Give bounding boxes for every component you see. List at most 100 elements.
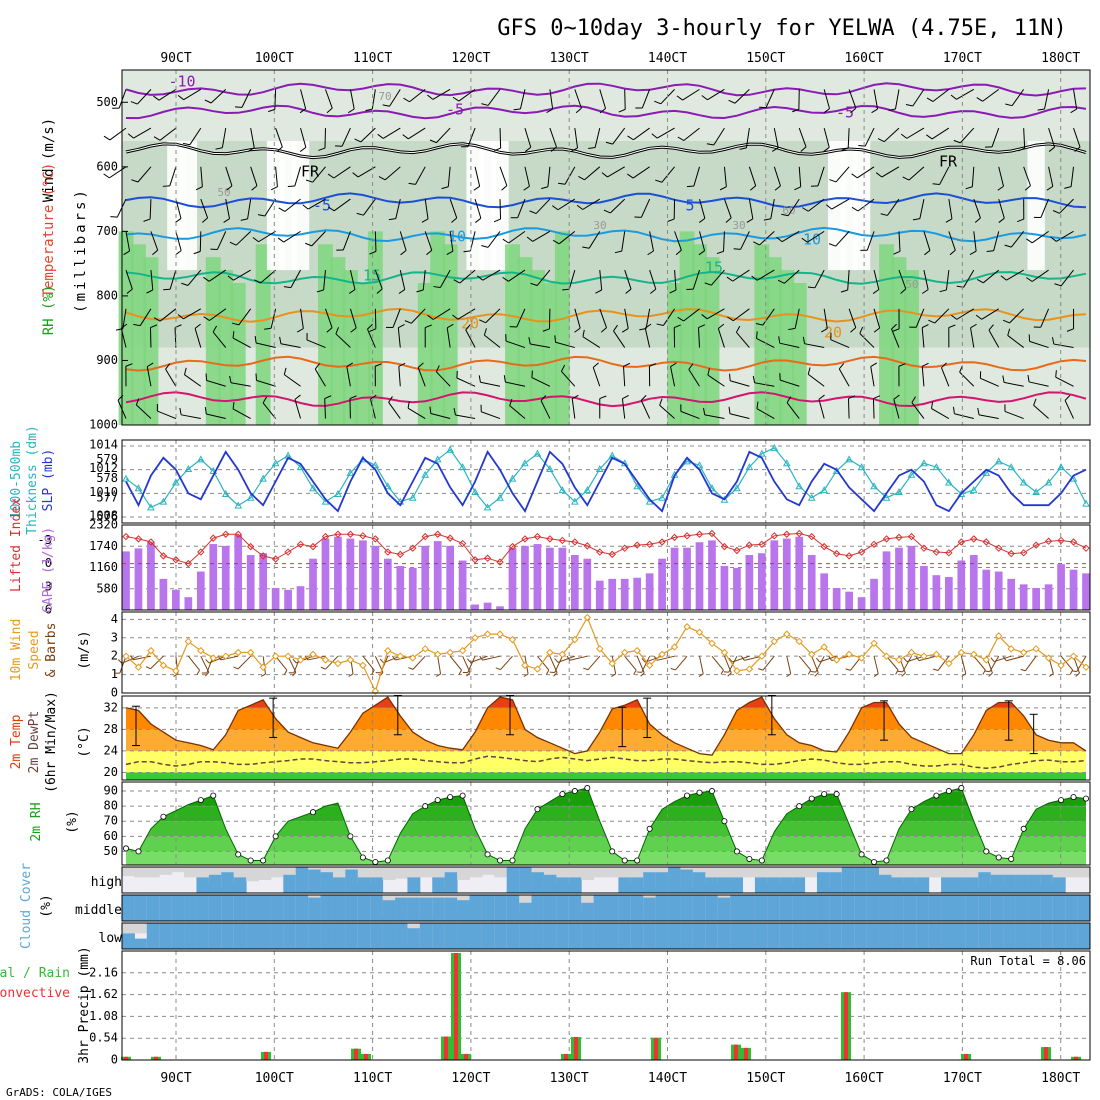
time-label-top: 120CT	[451, 51, 490, 66]
cloud-cell	[320, 895, 334, 921]
upper-wind-barb-flag	[701, 95, 708, 101]
cloud-cell	[953, 923, 967, 949]
rh-tick-label: 90	[104, 784, 118, 798]
rh-point	[123, 845, 130, 852]
upper-wind-barb-flag	[922, 289, 929, 294]
upper-wind-barb-flag	[677, 316, 684, 322]
upper-wind-barb	[736, 331, 750, 348]
wind-speed-point	[832, 656, 841, 664]
cape-bar	[1044, 584, 1053, 610]
cape-bar	[433, 541, 442, 610]
upper-wind-barb-flag	[576, 204, 583, 210]
cloud-cell-gray	[134, 867, 148, 878]
upper-wind-barb	[505, 340, 526, 349]
li-point	[558, 536, 567, 545]
upper-wind-barb	[1023, 166, 1031, 186]
upper-wind-barb-flag	[733, 248, 741, 250]
upper-wind-barb-flag	[939, 289, 947, 293]
cloud-cell	[742, 923, 756, 949]
cloud-cell	[668, 867, 681, 893]
wind10-barb-flag	[348, 673, 354, 677]
upper-wind-barb-flag	[382, 104, 390, 107]
upper-wind-barb-flag	[1026, 238, 1033, 244]
upper-wind-barb-flag	[997, 185, 1004, 191]
time-label-bottom: 150CT	[746, 1071, 785, 1086]
upper-wind-barb-flag	[388, 396, 393, 403]
thickness-point	[1082, 499, 1090, 507]
wind10-barb-flag	[1071, 670, 1077, 673]
upper-wind-barb-flag	[623, 362, 631, 367]
upper-wind-barb-flag	[223, 218, 230, 223]
upper-wind-barb-flag	[446, 250, 454, 256]
cloud-cell-gray	[494, 867, 508, 878]
cloud-cell	[1027, 895, 1041, 921]
upper-wind-barb	[225, 166, 233, 186]
li-point	[970, 535, 978, 543]
upper-wind-barb-flag	[625, 288, 632, 294]
wind-speed-point	[172, 667, 180, 675]
upper-wind-barb-flag	[375, 363, 382, 367]
rh-tick-label: 70	[104, 814, 118, 828]
label-barbs: & Barbs	[44, 623, 59, 678]
upper-wind-barb-flag	[1055, 370, 1057, 378]
upper-wind-barb-flag	[872, 289, 880, 294]
cape-bar	[221, 545, 230, 610]
wind10-barb	[119, 656, 127, 674]
slp-tick-label: 1008	[89, 509, 118, 523]
cape-bar	[832, 588, 841, 610]
upper-wind-barb	[505, 381, 526, 387]
wind-speed-point	[982, 656, 990, 664]
thickness-point	[234, 501, 243, 509]
li-point	[134, 535, 143, 543]
cloud-cell	[233, 923, 247, 949]
rh-moist-column	[667, 283, 683, 425]
upper-wind-barb	[873, 269, 880, 290]
wind10-barb-flag	[641, 658, 646, 663]
upper-wind-barb-flag	[131, 179, 139, 183]
li-point	[159, 552, 168, 560]
upper-wind-barb-flag	[912, 218, 920, 221]
upper-wind-barb-flag	[575, 107, 582, 114]
wind10-barb	[569, 655, 588, 661]
contour-label: 20	[824, 324, 842, 342]
upper-wind-barb	[558, 230, 576, 245]
upper-wind-barb-flag	[739, 147, 747, 150]
wind10-barb-flag	[815, 657, 820, 663]
li-point	[1019, 549, 1028, 557]
wind10-barb-flag	[828, 656, 833, 661]
upper-wind-barb-flag	[1005, 103, 1013, 107]
upper-wind-barb	[532, 230, 551, 242]
upper-wind-barb-flag	[348, 108, 355, 114]
thickness-point	[920, 459, 928, 467]
upper-side-labels: Wind (m/s) Temperature (°C) RH (%) (mill…	[41, 118, 89, 335]
wind-speed-point	[857, 654, 866, 662]
cloud-cell	[767, 923, 781, 949]
cloud-cell	[953, 895, 967, 921]
wind10-barb-flag	[205, 659, 210, 664]
contour-label: 15	[705, 259, 723, 277]
upper-wind-barb	[574, 89, 582, 109]
upper-wind-barb	[233, 269, 251, 281]
li-point	[1007, 549, 1015, 558]
wind-speed-point	[321, 656, 330, 664]
upper-air-panel: -10-5-5FRFR-5510101515202070503060503050…	[89, 69, 1091, 432]
upper-wind-barb-flag	[268, 108, 275, 113]
upper-wind-barb	[250, 128, 255, 148]
rh-point	[384, 857, 391, 864]
upper-wind-barb	[449, 198, 458, 219]
cloud-cell	[432, 877, 446, 893]
li-point	[1044, 537, 1053, 545]
rh-point	[260, 857, 267, 864]
contour-label: FR	[939, 153, 958, 171]
li-point	[122, 532, 130, 541]
cloud-cell-gray	[171, 867, 185, 873]
cape-bar	[446, 545, 455, 610]
upper-wind-barb	[830, 339, 850, 349]
thickness-point	[196, 455, 205, 463]
wind-speed-point	[708, 639, 716, 648]
thickness-point	[633, 482, 642, 490]
upper-wind-barb	[998, 198, 1005, 219]
upper-wind-barb	[857, 166, 875, 179]
upper-wind-barb	[374, 308, 377, 329]
upper-wind-barb-flag	[786, 396, 792, 403]
